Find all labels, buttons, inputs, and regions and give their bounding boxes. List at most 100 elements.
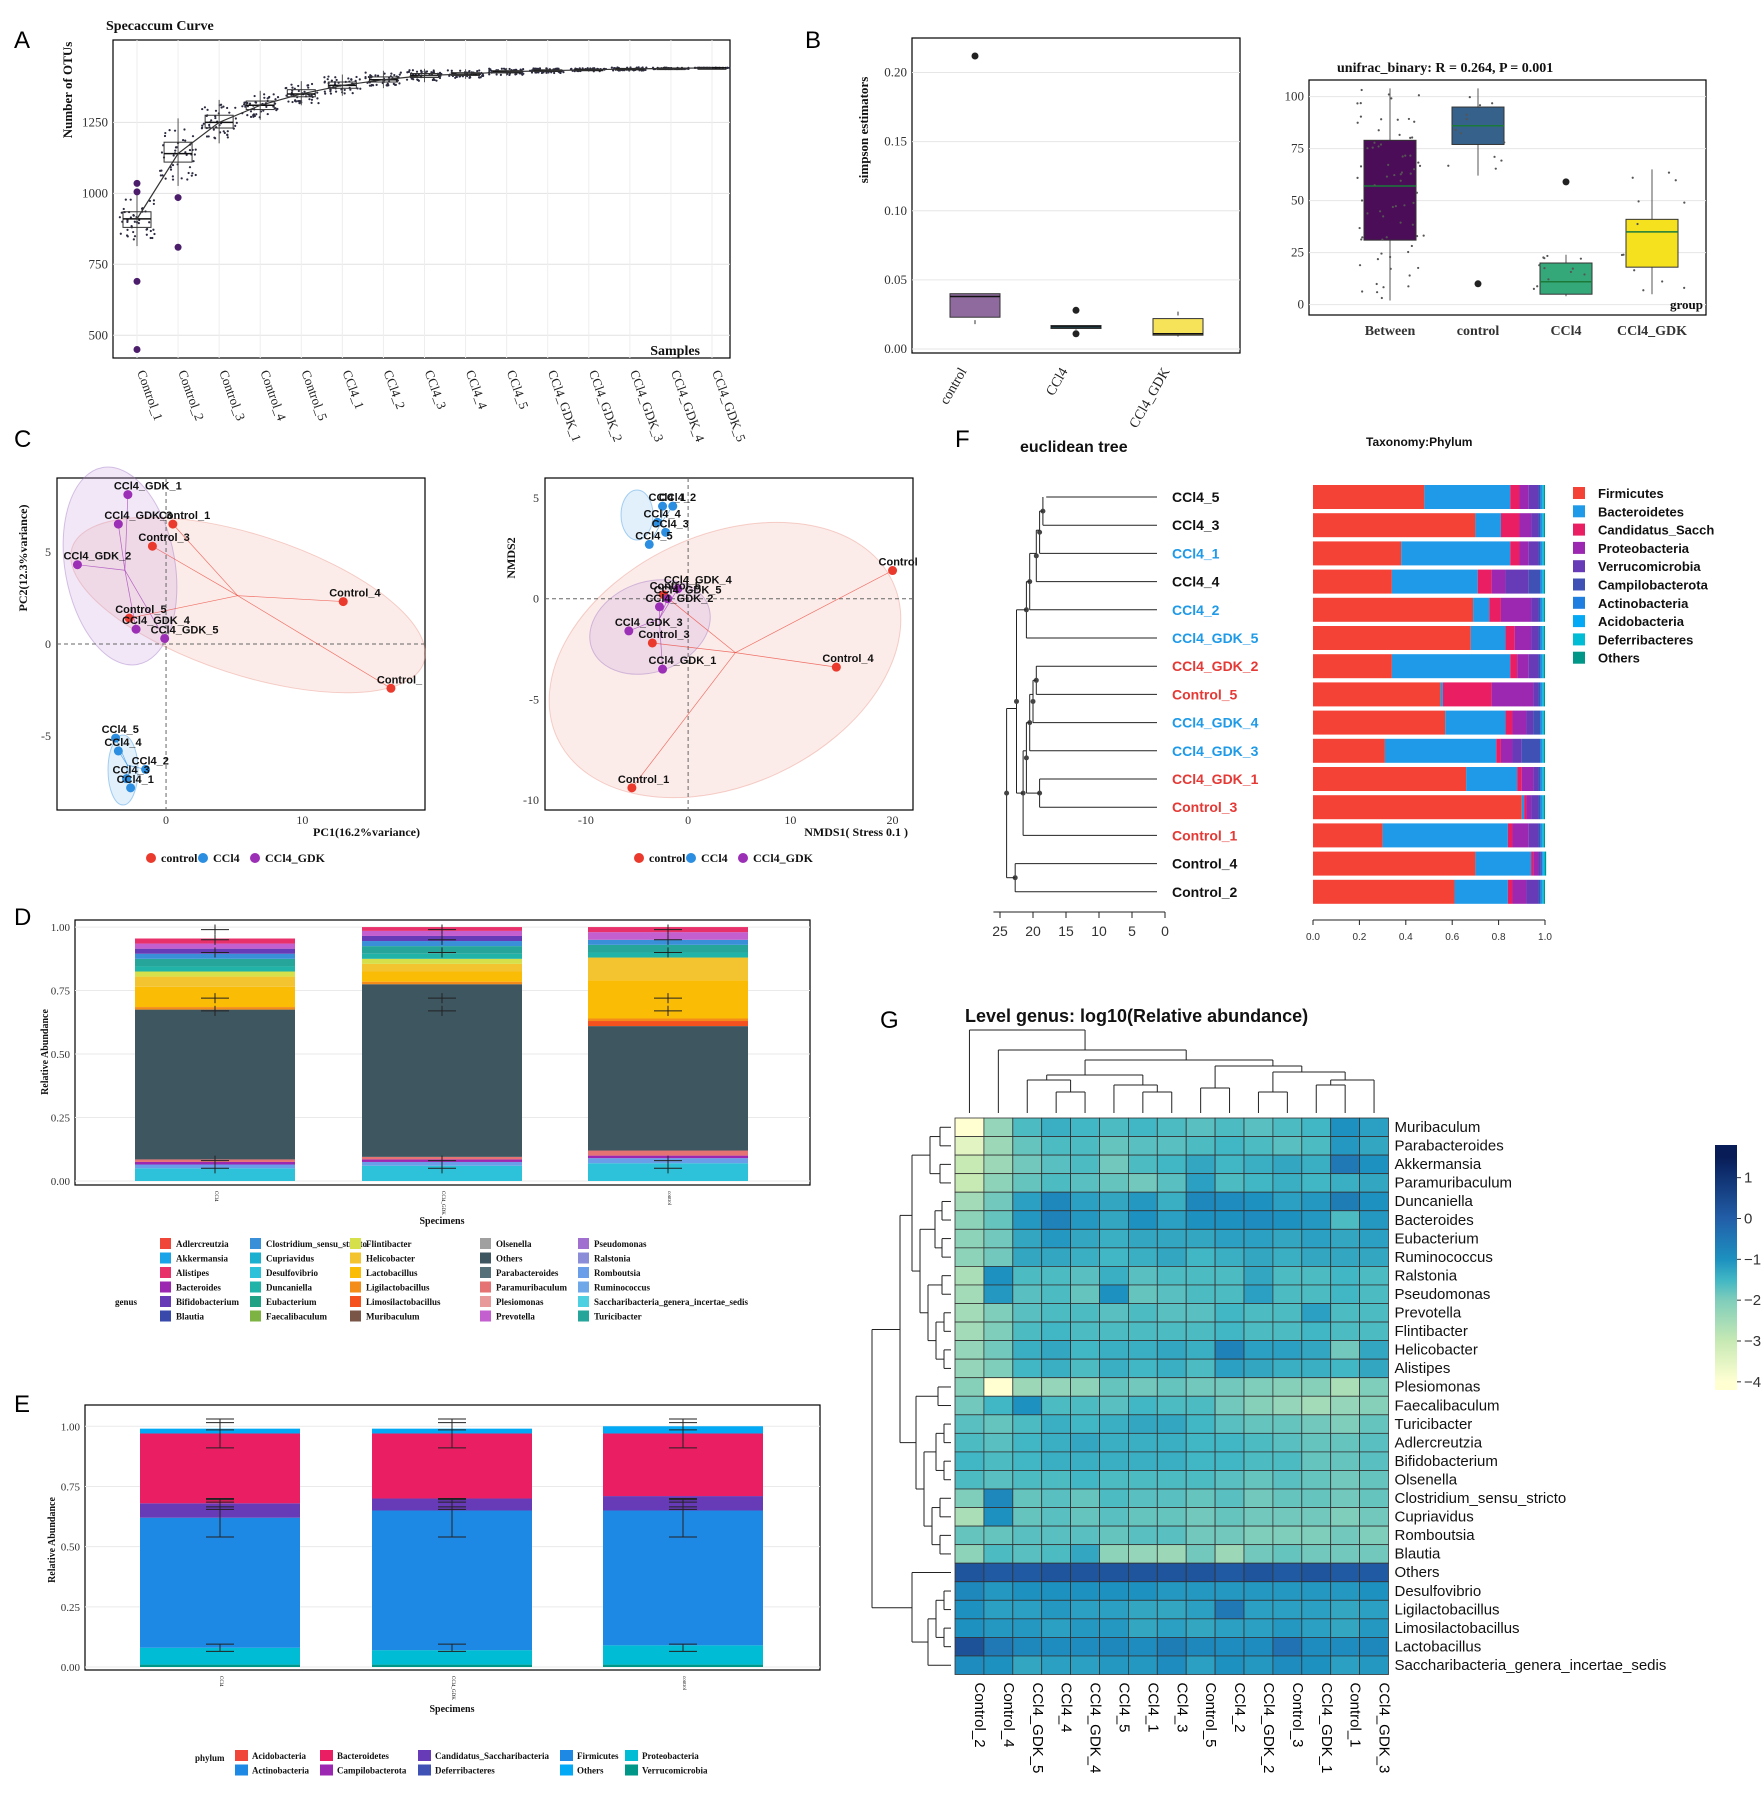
sample-point bbox=[831, 662, 841, 672]
centroid-spoke bbox=[172, 523, 238, 596]
heatmap-cell bbox=[1330, 1525, 1360, 1546]
jitter-point bbox=[310, 101, 313, 104]
legend-label: Candidatus_Saccharibacteria bbox=[435, 1751, 550, 1761]
jitter-point bbox=[1380, 252, 1383, 255]
heatmap-cell bbox=[1214, 1173, 1245, 1193]
jitter-point bbox=[1399, 221, 1402, 224]
stacked-bar-segment bbox=[1538, 767, 1541, 791]
legend-swatch bbox=[1573, 633, 1585, 646]
jitter-point bbox=[1385, 175, 1389, 178]
stacked-bar-segment bbox=[1538, 597, 1541, 622]
heatmap-cell bbox=[1214, 1395, 1245, 1416]
heatmap-cell bbox=[1012, 1377, 1043, 1397]
heatmap-cell bbox=[1301, 1581, 1332, 1601]
centroid-spoke bbox=[124, 570, 137, 630]
y-tick-label: 0 bbox=[45, 637, 51, 651]
tree-node bbox=[1023, 755, 1029, 761]
stacked-bar-segment bbox=[1500, 738, 1513, 763]
panel-label-e: E bbox=[14, 1391, 30, 1418]
chart-title: Specaccum Curve bbox=[106, 19, 214, 34]
stacked-bar-segment bbox=[1542, 513, 1544, 538]
stacked-bar-segment bbox=[1542, 682, 1544, 707]
legend-swatch bbox=[1573, 487, 1585, 499]
heatmap-cell bbox=[1214, 1266, 1245, 1286]
jitter-point bbox=[214, 109, 218, 112]
jitter-point bbox=[1380, 118, 1383, 121]
jitter-point bbox=[297, 84, 300, 88]
jitter-point bbox=[416, 78, 420, 82]
y-tick-label: 1.00 bbox=[61, 1421, 81, 1433]
jitter-point bbox=[1390, 97, 1393, 100]
legend-swatch bbox=[480, 1252, 491, 1264]
jitter-point bbox=[1579, 257, 1582, 260]
jitter-point bbox=[540, 71, 544, 75]
jitter-point bbox=[1661, 280, 1664, 283]
x-tick-label: CCl4_5 bbox=[504, 368, 532, 411]
heatmap-cell bbox=[954, 1210, 985, 1230]
heatmap-cell bbox=[1185, 1488, 1216, 1508]
y-tick-label: 0.10 bbox=[884, 203, 907, 218]
jitter-point bbox=[432, 69, 435, 72]
jitter-point bbox=[329, 92, 333, 95]
heatmap-cell bbox=[1330, 1544, 1360, 1564]
heatmap-cell bbox=[1099, 1525, 1129, 1546]
box bbox=[163, 141, 193, 163]
legend-label: Ruminococcus bbox=[594, 1283, 650, 1293]
colorbar-tick-label: 0 bbox=[1744, 1211, 1752, 1228]
x-axis-label: Specimens bbox=[420, 1216, 465, 1227]
stacked-bar-segment bbox=[1519, 513, 1532, 538]
jitter-point bbox=[118, 216, 121, 219]
jitter-point bbox=[246, 114, 249, 117]
legend-marker bbox=[634, 853, 644, 863]
heatmap-row-label: Lactobacillus bbox=[1395, 1638, 1482, 1655]
stacked-bar-segment bbox=[1489, 597, 1501, 622]
legend-swatch bbox=[578, 1267, 589, 1278]
heatmap-cell bbox=[954, 1562, 985, 1583]
legend-swatch bbox=[350, 1267, 361, 1278]
stacked-bar-segment bbox=[1540, 767, 1542, 791]
heatmap-cell bbox=[954, 1414, 985, 1434]
heatmap-cell bbox=[983, 1488, 1014, 1508]
heatmap-cell bbox=[1128, 1395, 1158, 1416]
stacked-bar-segment bbox=[1540, 485, 1542, 509]
y-tick-label: 25 bbox=[1291, 245, 1304, 260]
jitter-point bbox=[316, 97, 319, 100]
jitter-point bbox=[129, 198, 132, 201]
heatmap-cell bbox=[1070, 1507, 1100, 1527]
legend-label: Actinobacteria bbox=[252, 1766, 309, 1776]
jitter-point bbox=[383, 72, 386, 75]
legend-label: Olsenella bbox=[496, 1239, 532, 1249]
heatmap-cell bbox=[1301, 1618, 1332, 1638]
confidence-ellipse bbox=[620, 489, 654, 541]
jitter-point bbox=[194, 173, 197, 177]
tree-axis-label: 0 bbox=[1161, 923, 1169, 939]
heatmap-cell bbox=[1359, 1470, 1389, 1490]
heatmap-cell bbox=[1214, 1618, 1245, 1638]
stacked-bar-segment bbox=[1491, 569, 1506, 594]
stacked-bar-segment bbox=[1542, 485, 1544, 509]
heatmap-cell bbox=[1272, 1136, 1303, 1156]
heatmap-cell bbox=[1012, 1303, 1043, 1323]
heatmap-cell bbox=[983, 1637, 1014, 1657]
heatmap-col-label: CCl4_GDK_4 bbox=[1087, 1683, 1104, 1774]
jitter-point bbox=[201, 107, 204, 111]
stacked-bar-segment bbox=[1313, 879, 1455, 904]
legend-label: Plesiomonas bbox=[496, 1297, 544, 1307]
stacked-bar-segment bbox=[1507, 879, 1513, 904]
stacked-bar-segment bbox=[1528, 541, 1539, 566]
legend-label: Firmicutes bbox=[577, 1751, 619, 1761]
jitter-point bbox=[173, 129, 177, 132]
jitter-point bbox=[1417, 161, 1420, 164]
y-tick-label: -5 bbox=[41, 729, 51, 743]
x-tick-label: Control_5 bbox=[298, 368, 330, 423]
jitter-point bbox=[1418, 164, 1422, 167]
jitter-point bbox=[310, 94, 313, 97]
jitter-point bbox=[285, 86, 288, 90]
stacked-bar-segment bbox=[1313, 485, 1425, 509]
heatmap-row-label: Bacteroides bbox=[1395, 1212, 1474, 1229]
heatmap-cell bbox=[1243, 1655, 1274, 1675]
jitter-point bbox=[151, 236, 154, 240]
outlier-point bbox=[133, 277, 141, 285]
sample-point bbox=[124, 613, 134, 623]
jitter-point bbox=[351, 92, 354, 95]
